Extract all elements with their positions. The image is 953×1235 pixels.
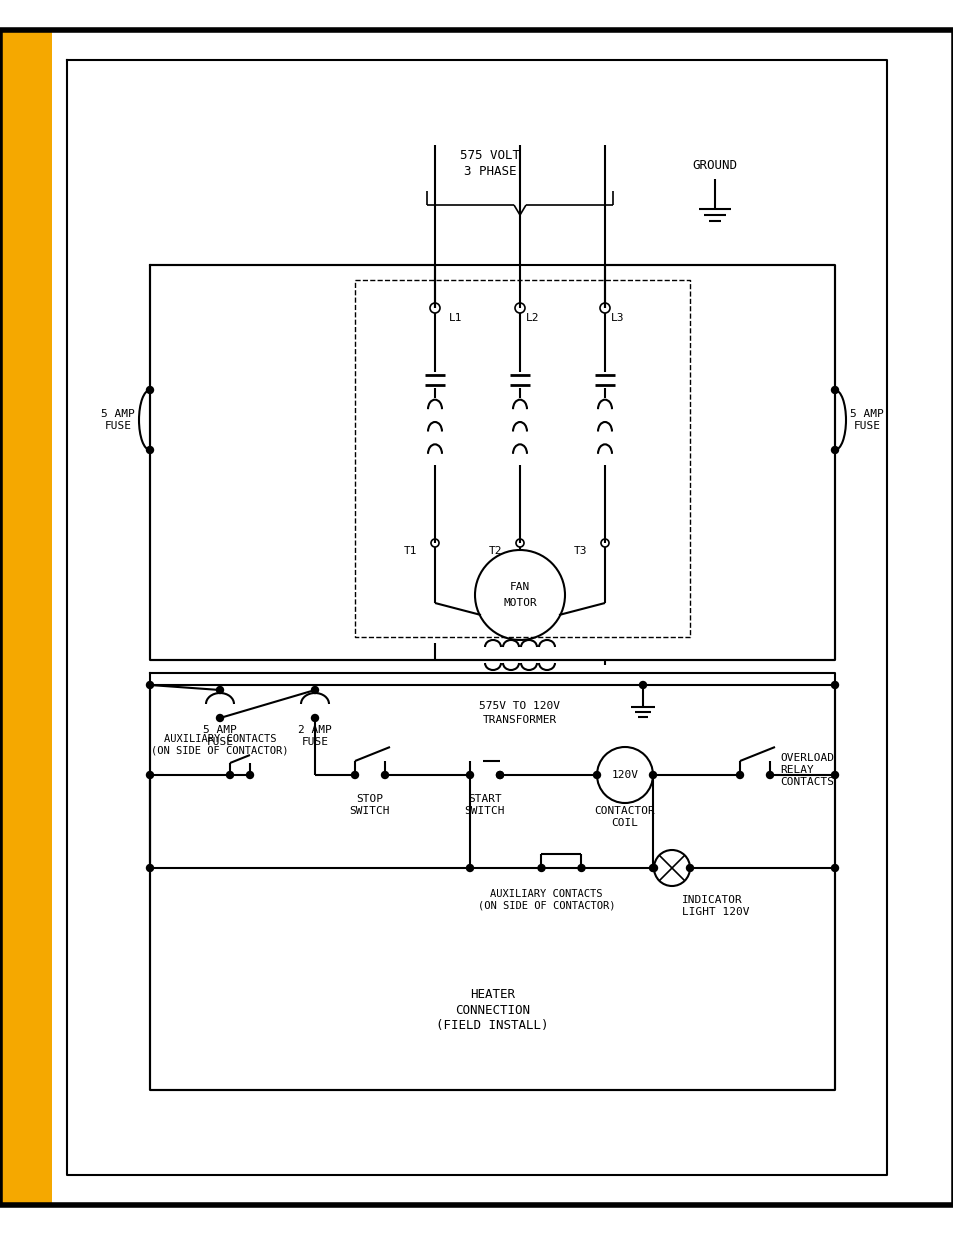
Bar xyxy=(0,30,52,1205)
Circle shape xyxy=(599,303,609,312)
Circle shape xyxy=(516,538,523,547)
Text: 575V TO 120V: 575V TO 120V xyxy=(479,701,560,711)
Text: AUXILIARY CONTACTS
(ON SIDE OF CONTACTOR): AUXILIARY CONTACTS (ON SIDE OF CONTACTOR… xyxy=(152,734,289,756)
Circle shape xyxy=(226,772,233,778)
Text: FAN: FAN xyxy=(509,582,530,592)
Circle shape xyxy=(597,747,652,803)
Circle shape xyxy=(351,772,358,778)
Circle shape xyxy=(537,864,544,872)
Text: 2 AMP
FUSE: 2 AMP FUSE xyxy=(297,725,332,747)
Text: L3: L3 xyxy=(610,312,624,324)
Text: L2: L2 xyxy=(525,312,539,324)
Circle shape xyxy=(831,864,838,872)
Circle shape xyxy=(496,772,503,778)
Text: 5 AMP
FUSE: 5 AMP FUSE xyxy=(203,725,236,747)
Text: 3 PHASE: 3 PHASE xyxy=(463,164,516,178)
Text: 575 VOLT: 575 VOLT xyxy=(459,148,519,162)
Circle shape xyxy=(831,387,838,394)
Text: START
SWITCH: START SWITCH xyxy=(464,794,505,816)
Circle shape xyxy=(147,447,153,453)
Circle shape xyxy=(147,772,153,778)
Text: INDICATOR
LIGHT 120V: INDICATOR LIGHT 120V xyxy=(681,895,749,916)
Circle shape xyxy=(431,538,438,547)
Circle shape xyxy=(736,772,742,778)
Circle shape xyxy=(649,772,656,778)
Text: L1: L1 xyxy=(449,312,462,324)
Circle shape xyxy=(515,303,524,312)
Circle shape xyxy=(578,864,584,872)
Circle shape xyxy=(312,715,318,721)
Circle shape xyxy=(496,772,503,778)
Text: CONTACTOR
COIL: CONTACTOR COIL xyxy=(594,806,655,827)
Circle shape xyxy=(600,538,608,547)
Text: STOP
SWITCH: STOP SWITCH xyxy=(350,794,390,816)
Text: TRANSFORMER: TRANSFORMER xyxy=(482,715,557,725)
Circle shape xyxy=(147,864,153,872)
Circle shape xyxy=(765,772,773,778)
Circle shape xyxy=(147,682,153,688)
Text: T2: T2 xyxy=(488,546,501,556)
Text: AUXILIARY CONTACTS
(ON SIDE OF CONTACTOR): AUXILIARY CONTACTS (ON SIDE OF CONTACTOR… xyxy=(477,889,615,910)
Text: 120V: 120V xyxy=(611,769,638,781)
Circle shape xyxy=(475,550,564,640)
Text: T3: T3 xyxy=(573,546,586,556)
Circle shape xyxy=(831,682,838,688)
Circle shape xyxy=(466,864,473,872)
Circle shape xyxy=(147,387,153,394)
Circle shape xyxy=(312,687,318,694)
Circle shape xyxy=(246,772,253,778)
Circle shape xyxy=(593,772,599,778)
Circle shape xyxy=(216,715,223,721)
Text: GROUND: GROUND xyxy=(692,158,737,172)
Circle shape xyxy=(686,864,693,872)
Circle shape xyxy=(430,303,439,312)
Circle shape xyxy=(216,687,223,694)
Text: MOTOR: MOTOR xyxy=(502,598,537,608)
Text: OVERLOAD
RELAY
CONTACTS: OVERLOAD RELAY CONTACTS xyxy=(780,753,833,787)
Circle shape xyxy=(650,864,657,872)
Text: HEATER
CONNECTION
(FIELD INSTALL): HEATER CONNECTION (FIELD INSTALL) xyxy=(436,988,548,1031)
Circle shape xyxy=(831,447,838,453)
Circle shape xyxy=(381,772,388,778)
Text: T1: T1 xyxy=(403,546,416,556)
Circle shape xyxy=(466,772,473,778)
Circle shape xyxy=(639,682,646,688)
Text: 5 AMP
FUSE: 5 AMP FUSE xyxy=(101,409,134,431)
Circle shape xyxy=(654,850,689,885)
Circle shape xyxy=(831,772,838,778)
Text: 5 AMP
FUSE: 5 AMP FUSE xyxy=(849,409,882,431)
Circle shape xyxy=(649,864,656,872)
